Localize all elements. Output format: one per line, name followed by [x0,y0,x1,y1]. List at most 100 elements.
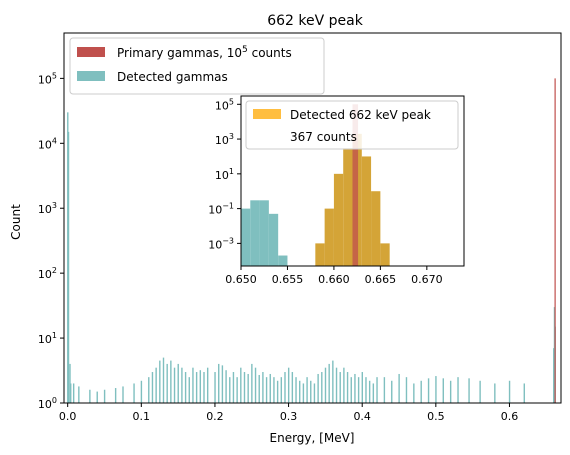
detected-bar [449,380,452,403]
inset-peak-bar [333,173,344,266]
detected-bar [240,367,242,403]
detected-bar [133,383,135,403]
inset-peak-bar [380,243,390,266]
detected-bar [553,307,556,403]
detected-bar [155,367,157,403]
detected-bar [148,377,150,403]
detected-bar [332,360,334,403]
detected-bar [96,391,98,403]
inset-peak-bar [361,156,372,266]
detected-bar [69,363,71,403]
inset-y-tick-label: 101 [215,167,234,182]
inset-detected-bar [259,200,269,266]
detected-bar [188,377,190,403]
detected-bar [251,363,253,403]
detected-bar [258,374,260,403]
y-tick-label: 104 [38,136,57,151]
detected-bar [203,372,205,403]
x-tick-label: 0.5 [427,410,445,423]
detected-bar [151,372,154,403]
detected-bar [479,380,481,403]
detected-bar [494,383,496,403]
detected-bar [391,380,393,403]
detected-bar [335,367,338,403]
inset-x-tick-label: 0.660 [318,273,350,286]
detected-bar [343,367,345,403]
detected-bar [306,377,308,403]
detected-bar [181,367,183,403]
detected-bar [206,367,209,403]
detected-bar [243,372,246,403]
detected-bar [122,386,124,403]
detected-bar [67,112,69,403]
detected-bar [70,383,72,403]
detected-bar [269,373,271,403]
detected-bar [442,378,444,403]
y-tick-label: 100 [38,396,57,411]
inset-detected-bar [250,200,260,266]
inset-legend: Detected 662 keV peak 367 counts [245,100,459,150]
detected-bar [173,367,176,403]
inset-x-tick-label: 0.670 [411,273,443,286]
detected-bar [346,372,349,403]
x-tick-label: 0.1 [133,410,151,423]
detected-bar [229,377,231,403]
inset-primary-bar [352,104,359,266]
detected-bar [357,377,360,403]
inset-detected-bar [278,255,288,266]
chart-title: 662 keV peak [267,13,364,29]
legend-label-peak: Detected 662 keV peak [290,108,431,122]
detected-bar [284,372,286,403]
detected-bar [376,377,378,403]
detected-bar [140,380,143,403]
x-tick-label: 0.0 [59,410,77,423]
inset-y-ticks: 10−3 10−1 101 103 105 [208,97,241,251]
detected-bar [280,377,283,403]
detected-bar [468,378,470,403]
x-tick-label: 0.6 [501,410,519,423]
detected-bar [232,372,235,403]
detected-bar [262,372,264,403]
detected-bar [328,363,330,403]
main-x-ticks: 0.0 0.1 0.2 0.3 0.4 0.5 0.6 [59,403,518,423]
main-y-ticks: 100 101 102 103 104 105 [38,71,64,411]
inset-x-ticks: 0.650 0.655 0.660 0.665 0.670 [225,266,443,286]
detected-bar [159,360,161,403]
detected-bar [291,372,294,403]
detected-bar [372,383,375,403]
detected-bar [321,372,323,403]
detected-bar [214,372,216,403]
x-tick-label: 0.4 [353,410,371,423]
inset-plot-frame [240,95,465,267]
main-legend: Primary gammas, 105 counts Detected gamm… [69,37,325,95]
detected-bar [72,383,75,403]
detected-bar [103,389,106,403]
detected-bar [287,367,290,403]
detected-bar [350,377,352,403]
detected-bar [368,380,371,403]
inset-y-tick-label: 105 [215,97,234,112]
detected-bar [361,372,363,403]
detected-bar [398,373,400,403]
detected-bar [265,377,268,403]
inset-peak-bar [343,148,353,266]
x-axis-label: Energy, [MeV] [270,431,355,445]
inset-x-tick-label: 0.665 [365,273,397,286]
detected-bar [420,380,422,403]
detected-bar [177,363,179,403]
detected-bar [221,365,224,403]
detected-bar [195,372,198,403]
x-tick-label: 0.2 [206,410,224,423]
detected-bar [78,386,80,403]
main-plot-bars [67,78,556,403]
detected-bar [199,370,202,403]
detected-bar [508,380,511,403]
legend-swatch-peak [253,109,281,119]
detected-bar [339,372,341,403]
detected-bar [313,383,316,403]
inset-legend-box [245,100,459,150]
y-tick-label: 105 [38,71,57,86]
legend-label-primary: Primary gammas, 105 counts [117,45,292,60]
detected-bar [317,373,319,403]
legend-label-detected: Detected gammas [117,70,228,84]
